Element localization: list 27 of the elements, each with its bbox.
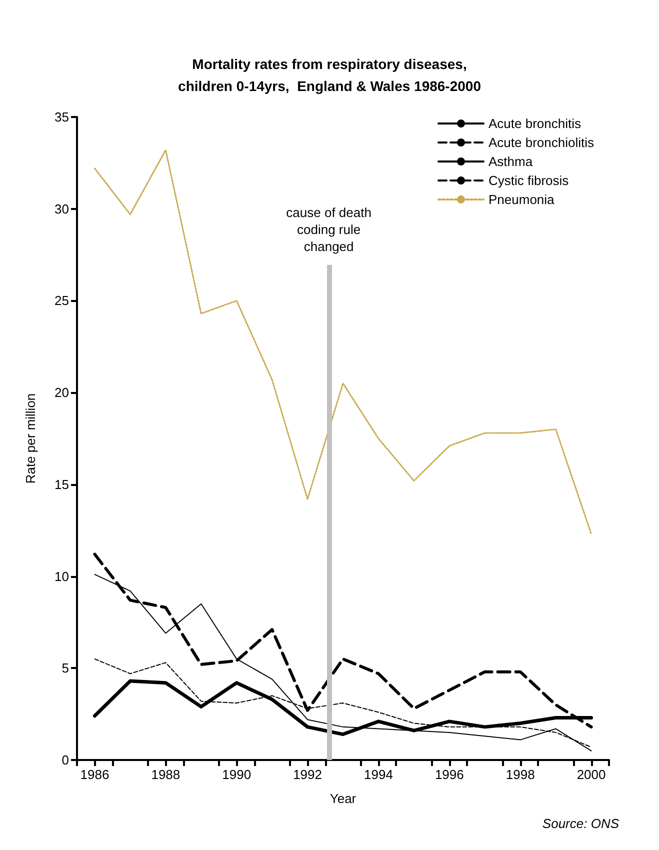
chart-title: Mortality rates from respiratory diseases, children 0-14yrs, England & Wales 1986-2000 bbox=[178, 56, 482, 94]
y-tick-label: 15 bbox=[54, 476, 69, 492]
legend-label: Acute bronchitis bbox=[488, 116, 582, 131]
y-tick-label: 30 bbox=[54, 201, 69, 216]
x-tick-label: 1990 bbox=[222, 767, 252, 782]
y-tick-label: 0 bbox=[62, 752, 69, 768]
legend-label: Pneumonia bbox=[488, 192, 556, 207]
x-tick-label: 1986 bbox=[80, 767, 110, 782]
y-tick-label: 5 bbox=[62, 660, 69, 676]
y-tick-label: 35 bbox=[54, 110, 69, 124]
y-tick-label: 10 bbox=[54, 568, 69, 584]
source-note: Source: ONS bbox=[542, 816, 620, 831]
x-tick-label: 1994 bbox=[364, 767, 393, 782]
legend-label: Asthma bbox=[488, 154, 534, 169]
y-tick-label: 25 bbox=[54, 293, 69, 308]
line-series bbox=[94, 149, 592, 535]
x-tick-label: 1996 bbox=[434, 767, 464, 782]
x-tick-label: 1992 bbox=[293, 767, 322, 782]
x-axis-title: Year bbox=[330, 791, 357, 806]
x-tick-label: 1998 bbox=[506, 767, 535, 782]
legend-label: Cystic fibrosis bbox=[488, 173, 570, 188]
y-tick-label: 20 bbox=[54, 385, 69, 400]
x-tick-label: 2000 bbox=[576, 767, 606, 782]
ref-line-label: cause of death coding rule changed bbox=[286, 204, 372, 254]
x-tick-label: 1988 bbox=[151, 767, 180, 782]
legend-label: Acute bronchiolitis bbox=[488, 135, 594, 150]
y-axis-title: Rate per million bbox=[23, 393, 38, 484]
